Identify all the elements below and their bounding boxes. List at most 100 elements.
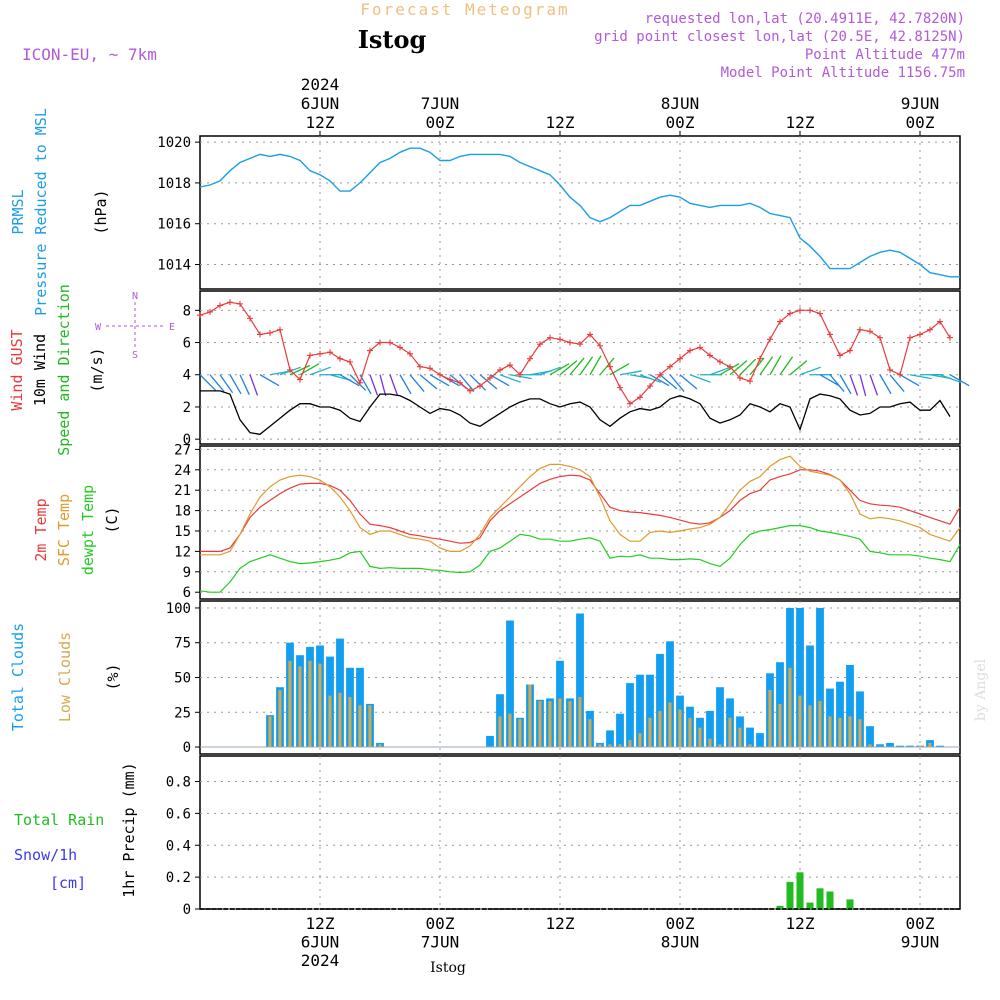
- pressure-unit-label: (hPa): [92, 189, 110, 234]
- wind-gust-point: [507, 362, 513, 369]
- wind-gust-point: [437, 371, 443, 378]
- clouds-ytick-label: 50: [174, 671, 191, 687]
- wind-gust-point: [267, 329, 273, 336]
- wind-direction-arrow: [559, 360, 578, 376]
- wind-gust-point: [867, 328, 873, 335]
- top-time-label: 00Z: [666, 113, 695, 132]
- wind-gust-point: [397, 344, 403, 351]
- wind-direction-arrow: [849, 374, 859, 396]
- model-label: ICON-EU, ~ 7km: [22, 45, 157, 64]
- wind-direction-arrow: [259, 374, 280, 387]
- bottom-time-label: 6JUN: [301, 933, 340, 952]
- wind-direction-arrow: [689, 374, 711, 383]
- low-cloud-bar: [858, 719, 862, 747]
- low-cloud-bar: [768, 690, 772, 747]
- compass-n: N: [132, 291, 138, 302]
- wind-ytick-label: 0: [183, 432, 191, 448]
- wind-gust-point: [407, 350, 413, 357]
- wind-gust-point: [927, 326, 933, 333]
- wind-gust-point: [687, 347, 693, 354]
- temperature-ytick-label: 21: [174, 483, 191, 499]
- point-altitude: Point Altitude 477m: [805, 47, 965, 63]
- compass-w: W: [95, 322, 102, 333]
- wind-direction-arrow: [539, 366, 561, 376]
- chart-title: Forecast Meteogram: [360, 0, 569, 19]
- top-time-label: 6JUN: [301, 94, 340, 113]
- top-time-label: 12Z: [306, 113, 335, 132]
- wind-ytick-label: 4: [183, 368, 191, 384]
- wind-direction-arrow: [509, 374, 532, 380]
- low-cloud-bar: [318, 663, 322, 748]
- wind-gust-point: [527, 355, 533, 362]
- wind-direction-arrow: [759, 356, 774, 376]
- precip-ytick-label: 0.2: [166, 870, 191, 886]
- low-cloud-bar: [828, 716, 832, 747]
- sfc-temp-label: SFC Temp: [55, 494, 73, 566]
- total-cloud-bar: [576, 613, 584, 747]
- compass-e: E: [169, 322, 175, 333]
- pressure-ytick-label: 1014: [157, 258, 191, 274]
- wind-gust-point: [377, 339, 383, 346]
- wind-gust-point: [797, 307, 803, 314]
- wind-direction-arrow: [469, 374, 487, 391]
- clouds-unit-label: (%): [104, 663, 122, 690]
- wind-direction-arrow: [389, 374, 399, 396]
- snow-unit-legend: [cm]: [50, 874, 86, 892]
- low-cloud-bar: [748, 744, 752, 748]
- bottom-time-label: 8JUN: [661, 933, 700, 952]
- wind-gust-point: [717, 358, 723, 365]
- wind-ytick-label: 8: [183, 303, 191, 319]
- clouds-ytick-label: 75: [174, 636, 191, 652]
- total-cloud-bar: [756, 733, 764, 747]
- wind-direction-arrow: [789, 360, 808, 376]
- wind-gust-point: [337, 355, 343, 362]
- low-cloud-bar: [598, 744, 602, 748]
- wind-direction-arrow: [819, 374, 840, 387]
- wind-10m-line: [200, 390, 951, 435]
- wind-gust-point: [567, 339, 573, 346]
- wind-direction-arrow: [709, 366, 731, 376]
- pressure-ytick-label: 1016: [157, 217, 191, 233]
- wind-direction-arrow: [649, 374, 670, 387]
- low-cloud-bar: [728, 717, 732, 747]
- wind-direction-arrow: [669, 374, 685, 393]
- top-time-label: 12Z: [786, 113, 815, 132]
- wind-direction-arrow: [219, 374, 234, 394]
- bottom-time-label: 12Z: [786, 914, 815, 933]
- wind-gust-point: [937, 318, 943, 325]
- wind-direction-arrow: [639, 374, 661, 383]
- temperature-ytick-label: 18: [174, 504, 191, 520]
- wind-unit-label: (m/s): [88, 347, 106, 392]
- wind-direction-arrow: [549, 363, 570, 376]
- wind-gust-point: [627, 400, 633, 407]
- low-cloud-bar: [848, 716, 852, 747]
- wind-direction-arrow: [399, 374, 412, 395]
- total-cloud-bar: [486, 735, 494, 747]
- wind-direction-arrow: [579, 356, 594, 376]
- wind-gust-point: [577, 341, 583, 348]
- wind-gust-point: [907, 334, 913, 341]
- total-cloud-bar: [606, 730, 614, 748]
- precip-frame: [199, 755, 961, 910]
- total-cloud-bar: [836, 681, 844, 748]
- bottom-time-label: 00Z: [426, 914, 455, 933]
- low-cloud-bar: [348, 697, 352, 748]
- top-time-label: 9JUN: [901, 94, 940, 113]
- wind-direction-arrow: [479, 374, 498, 390]
- temp-label: 2m Temp: [32, 498, 50, 561]
- wind-gust-point: [787, 310, 793, 317]
- bottom-time-label: 12Z: [546, 914, 575, 933]
- wind-gust-point: [677, 355, 683, 362]
- panel-wind: 0 2 4 6 8: [183, 290, 970, 448]
- wind-gust-point: [517, 371, 523, 378]
- wind-gust-point: [587, 331, 593, 338]
- wind-gust-point: [257, 331, 263, 338]
- pressure-ytick-label: 1020: [157, 135, 191, 151]
- panel-precip: 0 0.2 0.4 0.6 0.8: [166, 755, 961, 918]
- wind-gust-point: [607, 363, 613, 370]
- rain-bar: [776, 905, 784, 909]
- wind-gust-point: [697, 344, 703, 351]
